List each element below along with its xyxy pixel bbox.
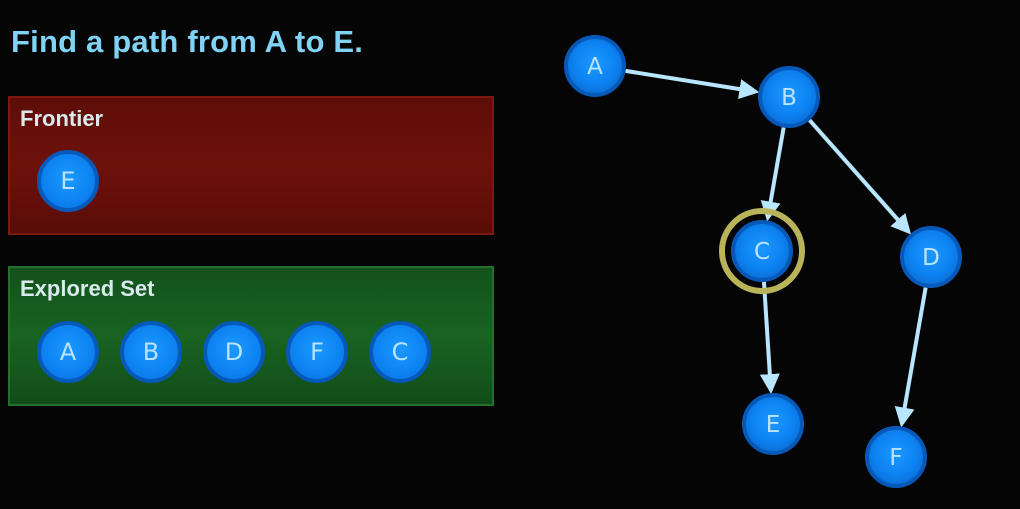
explored-node: C (369, 321, 431, 383)
graph-node-d: D (900, 226, 962, 288)
graph-node-f: F (865, 426, 927, 488)
edge-d-f (894, 287, 928, 428)
node-circle (865, 426, 927, 488)
highlight-ring (719, 208, 805, 294)
edge-b-c (760, 127, 786, 222)
frontier-node: E (37, 150, 99, 212)
graph-node-e: E (742, 393, 804, 455)
graph-node-a: A (564, 35, 626, 97)
node-circle (564, 35, 626, 97)
explored-node: B (120, 321, 182, 383)
page-title: Find a path from A to E. (11, 24, 364, 59)
explored-node: D (203, 321, 265, 383)
node-label: B (781, 85, 797, 111)
edge-a-b (625, 68, 760, 99)
frontier-label: Frontier (20, 106, 104, 131)
graph-edges (625, 68, 928, 428)
node-circle (731, 220, 793, 282)
explored-set-panel: Explored Set A B D F C (8, 266, 494, 406)
frontier-panel: Frontier E (8, 96, 494, 235)
node-label: E (766, 412, 781, 438)
graph-nodes: A B C D E F (564, 35, 962, 488)
node-circle (758, 66, 820, 128)
explored-set-label: Explored Set (20, 276, 155, 301)
graph-node-c: C (719, 208, 805, 294)
node-label: C (754, 239, 770, 265)
node-circle (742, 393, 804, 455)
explored-node: A (37, 321, 99, 383)
node-circle (900, 226, 962, 288)
node-label: A (587, 54, 603, 80)
node-label: F (889, 445, 902, 471)
frontier-nodes: E (37, 150, 99, 212)
explored-nodes: A B D F C (37, 321, 431, 383)
explored-node: F (286, 321, 348, 383)
edge-c-e (759, 281, 780, 395)
graph-node-b: B (758, 66, 820, 128)
edge-b-d (808, 118, 912, 235)
node-label: D (922, 245, 940, 271)
